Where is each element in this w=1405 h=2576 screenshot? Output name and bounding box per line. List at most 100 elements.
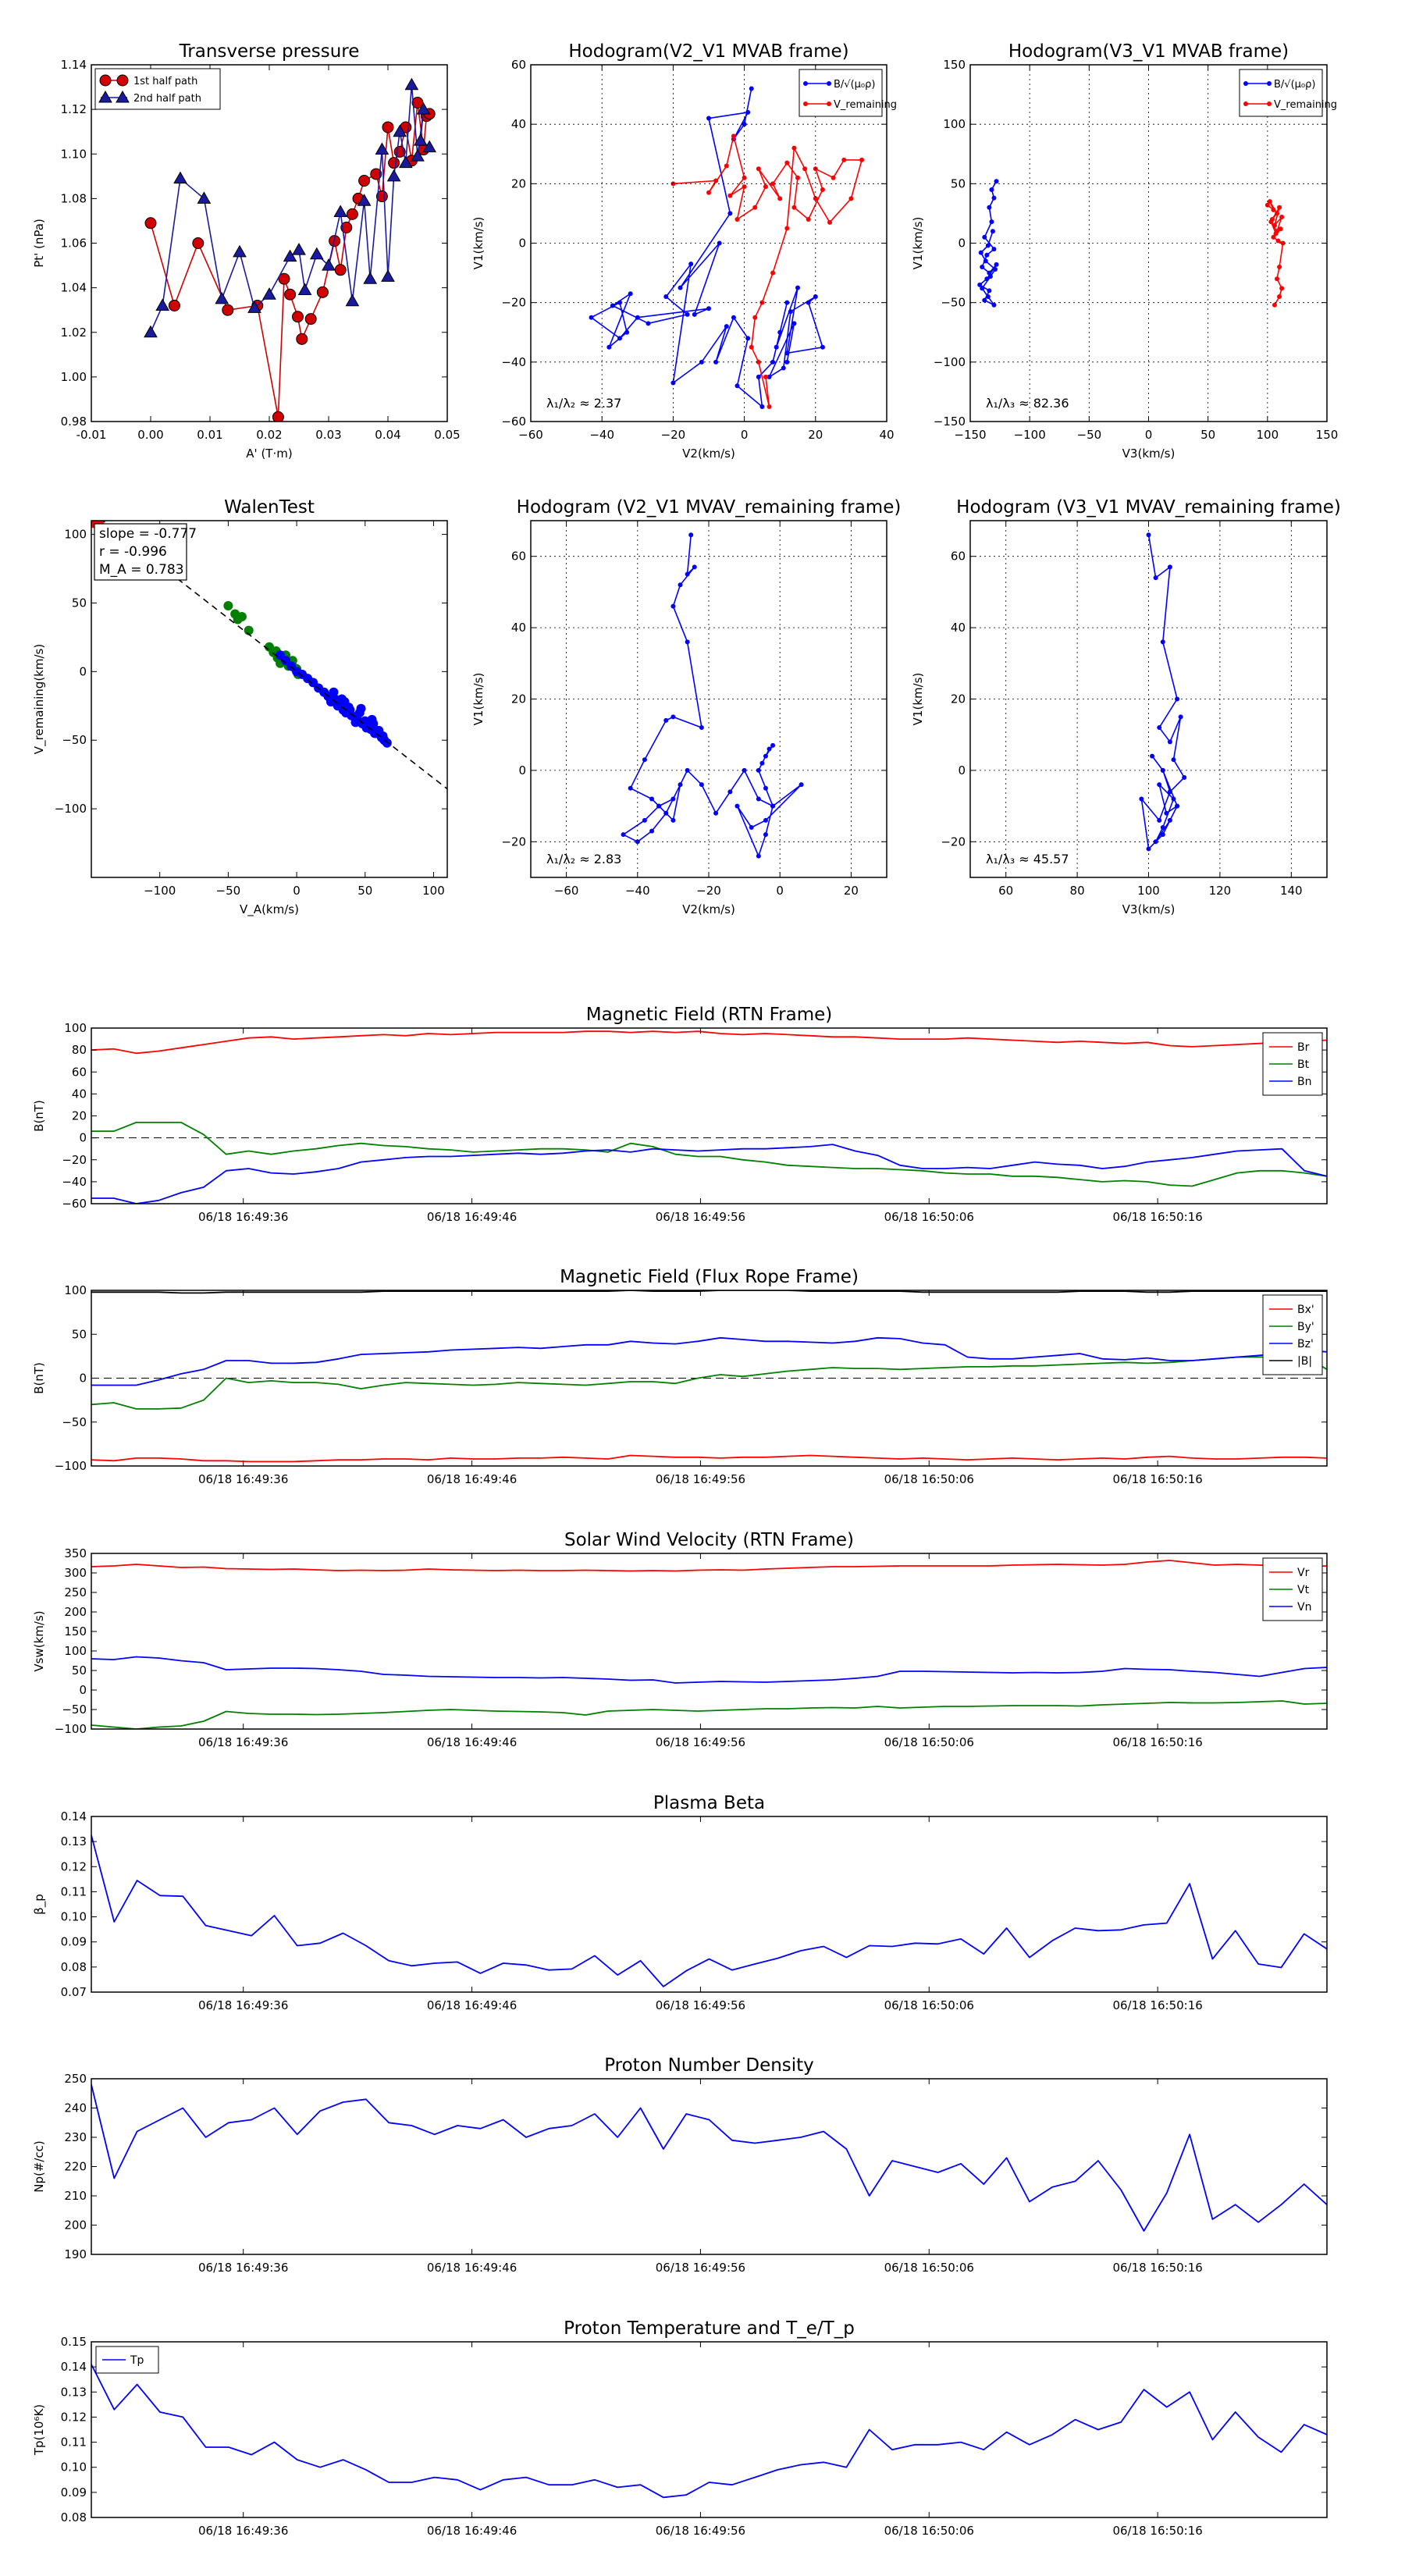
- data-point: [1279, 286, 1285, 291]
- data-point: [411, 149, 425, 162]
- y-tick-label: 0.13: [61, 2385, 87, 2399]
- data-point: [192, 237, 205, 249]
- y-tick-label: 0.14: [61, 1809, 87, 1823]
- legend-marker: [98, 90, 112, 103]
- x-tick-label: −60: [518, 428, 543, 442]
- x-tick-label: 50: [357, 884, 372, 898]
- data-point: [422, 140, 437, 153]
- data-point: [756, 767, 761, 773]
- data-point: [1150, 753, 1155, 759]
- plot-frame: [91, 2078, 1328, 2255]
- series-tp: [91, 2364, 1327, 2499]
- data-point: [1268, 219, 1274, 225]
- data-point: [791, 321, 797, 326]
- time-tick-label: 06/18 16:50:06: [884, 1735, 974, 1749]
- data-point: [334, 264, 347, 276]
- data-point: [767, 746, 772, 752]
- plot-area: [91, 1290, 1327, 1463]
- data-point: [624, 329, 630, 335]
- data-point: [982, 234, 987, 240]
- data-point: [791, 145, 797, 151]
- data-point: [678, 582, 683, 588]
- data-point: [386, 169, 401, 182]
- eigenvalue-ratio-label: λ₁/λ₃ ≈ 82.36: [986, 396, 1069, 411]
- data-point: [742, 122, 747, 127]
- data-point: [992, 267, 998, 272]
- series-blue: [1139, 532, 1187, 852]
- legend-marker: [1267, 81, 1272, 86]
- x-axis-label: V2(km/s): [682, 902, 735, 916]
- x-axis-label: V2(km/s): [682, 447, 735, 461]
- data-point: [367, 714, 377, 724]
- data-point: [706, 190, 711, 195]
- y-tick-label: 0.07: [61, 1985, 87, 1999]
- y-tick-label: 220: [64, 2160, 87, 2174]
- data-point: [670, 603, 676, 609]
- plot-area: [589, 86, 865, 409]
- time-tick-label: 06/18 16:49:46: [427, 1472, 517, 1486]
- x-tick-label: 120: [1209, 884, 1232, 898]
- time-tick-label: 06/18 16:50:06: [884, 2524, 974, 2538]
- chart-mag_rtn: Magnetic Field (RTN Frame) −60 −40 −20 0 20 40…: [32, 1005, 1328, 1224]
- data-point: [340, 222, 353, 234]
- y-tick-label: 60: [72, 1065, 87, 1079]
- y-tick-label: 20: [511, 176, 526, 190]
- data-point: [784, 160, 790, 165]
- time-tick-label: 06/18 16:49:36: [198, 2524, 288, 2538]
- plot-frame: [91, 1290, 1328, 1467]
- x-tick-label: 80: [1070, 884, 1085, 898]
- data-point: [606, 344, 612, 350]
- x-tick-label: 20: [844, 884, 859, 898]
- data-point: [381, 269, 395, 282]
- legend-box: [1262, 1294, 1323, 1375]
- data-point: [735, 803, 740, 809]
- data-point: [784, 226, 790, 231]
- y-axis-label: Vsw(km/s): [32, 1610, 46, 1671]
- legend-label: Bz': [1297, 1338, 1314, 1350]
- data-point: [635, 839, 640, 845]
- data-point: [984, 252, 990, 258]
- data-point: [642, 817, 647, 823]
- y-tick-label: 0: [518, 763, 526, 777]
- legend-label: Br: [1297, 1041, 1310, 1054]
- y-tick-label: 0.09: [61, 2485, 87, 2500]
- data-point: [685, 639, 690, 645]
- stats-box-frame: [94, 523, 187, 581]
- data-point: [756, 166, 761, 172]
- y-tick-label: −40: [501, 355, 526, 369]
- data-point: [781, 365, 786, 371]
- data-point: [168, 299, 180, 311]
- y-tick-label: −100: [55, 1459, 87, 1473]
- x-tick-label: −20: [696, 884, 721, 898]
- chart-title: Hodogram(V3_V1 MVAB frame): [1008, 41, 1289, 62]
- series-beta: [91, 1834, 1327, 1987]
- data-point: [1178, 714, 1183, 720]
- chart-title: Magnetic Field (RTN Frame): [586, 1005, 833, 1025]
- series-2nd-half-path: [144, 77, 437, 338]
- plot-area: [977, 179, 1286, 308]
- data-point: [670, 181, 676, 187]
- y-tick-label: 0.10: [61, 2460, 87, 2475]
- data-point: [678, 782, 683, 788]
- x-tick-label: 0: [776, 884, 784, 898]
- data-point: [388, 157, 400, 169]
- data-point: [749, 344, 754, 350]
- plot-area: [91, 2364, 1327, 2499]
- x-tick-label: −50: [216, 884, 241, 898]
- legend-label: B/√(μ₀ρ): [834, 79, 875, 91]
- time-tick-label: 06/18 16:49:36: [198, 1472, 288, 1486]
- y-tick-label: 50: [72, 1663, 87, 1678]
- data-point: [980, 286, 985, 291]
- series-line: [590, 88, 823, 407]
- data-point: [393, 124, 407, 137]
- data-point: [699, 725, 704, 731]
- series-line: [1140, 535, 1185, 850]
- data-point: [770, 181, 776, 187]
- y-axis-label: B(nT): [32, 1362, 46, 1394]
- x-tick-label: 100: [422, 884, 445, 898]
- chart-tp_temp: Proton Temperature and T_e/T_p 0.08 0.09 0.…: [32, 2318, 1328, 2538]
- data-point: [982, 297, 987, 303]
- chart-h2: Hodogram(V3_V1 MVAB frame) −150 −100 −50 0 50…: [911, 41, 1338, 461]
- data-point: [617, 336, 622, 341]
- y-tick-label: 300: [64, 1566, 87, 1580]
